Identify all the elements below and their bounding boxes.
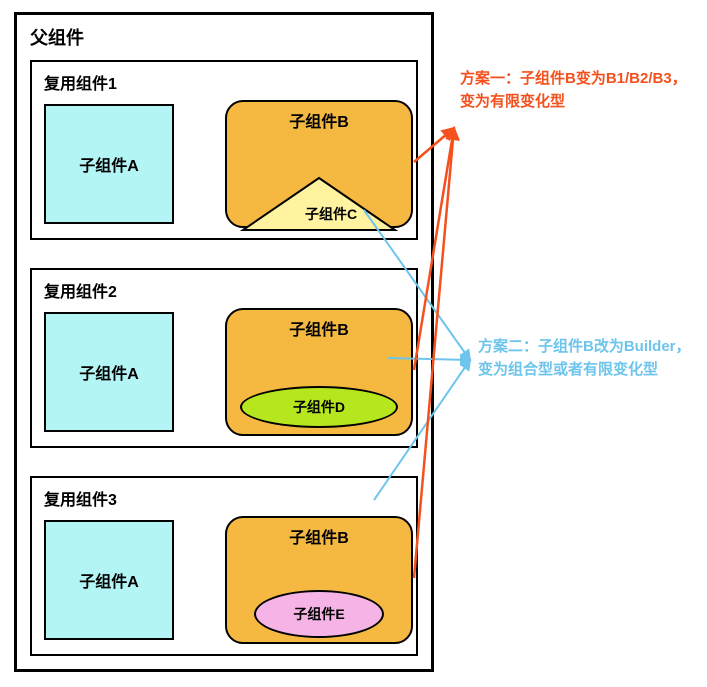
child-b-title: 子组件B (227, 524, 411, 548)
parent-component-title: 父组件 (30, 24, 84, 50)
reuse-component-title-1: 复用组件1 (44, 70, 117, 94)
child-a-box-3: 子组件A (44, 520, 174, 640)
child-a-label: 子组件A (79, 568, 139, 592)
reuse-component-title-3: 复用组件3 (44, 486, 117, 510)
child-a-label: 子组件A (79, 360, 139, 384)
child-a-label: 子组件A (79, 152, 139, 176)
child-d-ellipse: 子组件D (240, 386, 398, 428)
child-c-label: 子组件C (305, 204, 357, 224)
child-b-title: 子组件B (227, 108, 411, 132)
child-e-ellipse: 子组件E (254, 590, 384, 638)
child-b-title: 子组件B (227, 316, 411, 340)
reuse-component-title-2: 复用组件2 (44, 278, 117, 302)
child-a-box-1: 子组件A (44, 104, 174, 224)
inner-child-label: 子组件E (293, 604, 344, 624)
annotation-plan2: 方案二：子组件B改为Builder，变为组合型或者有限变化型 (478, 336, 693, 381)
inner-child-label: 子组件D (293, 397, 345, 417)
annotation-plan1: 方案一：子组件B变为B1/B2/B3，变为有限变化型 (460, 68, 690, 113)
child-a-box-2: 子组件A (44, 312, 174, 432)
